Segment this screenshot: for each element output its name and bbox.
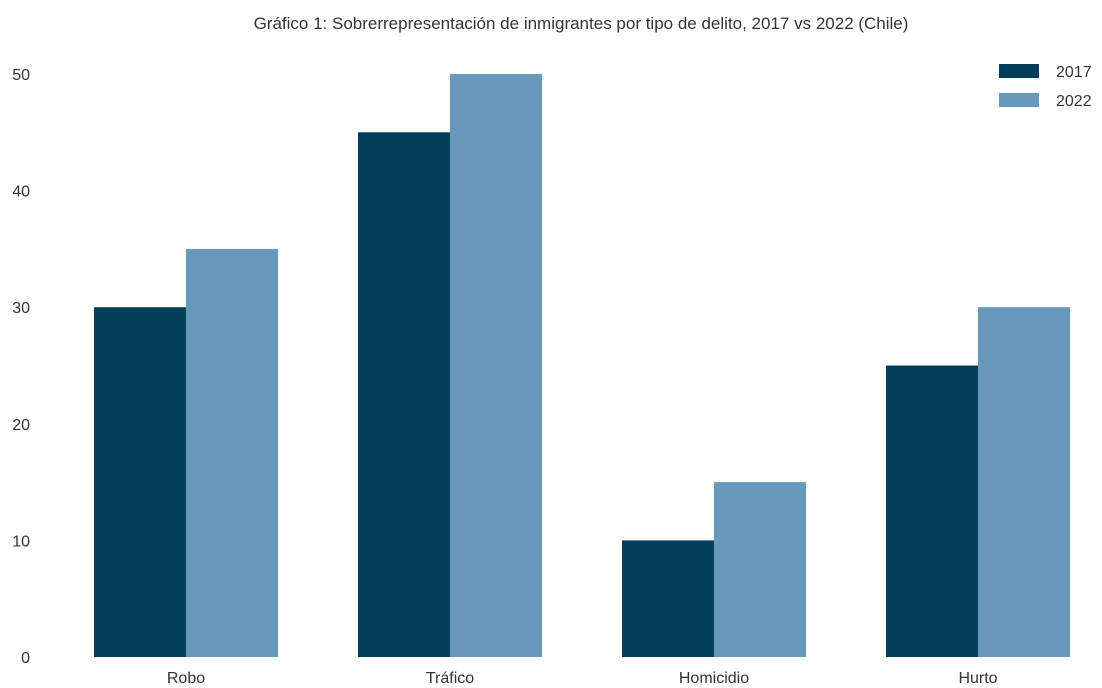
legend-label-2017: 2017 xyxy=(1056,64,1092,81)
y-axis-ticks: 0 10 20 30 40 50 xyxy=(12,67,30,667)
x-tick-label: Robo xyxy=(167,670,205,687)
bar-2017-robo xyxy=(94,307,186,657)
bar-series-group xyxy=(94,74,1070,658)
x-tick-label: Homicidio xyxy=(679,670,749,687)
legend-label-2022: 2022 xyxy=(1056,93,1092,110)
bar-2017-hurto xyxy=(886,365,978,657)
y-tick-label: 10 xyxy=(12,533,30,550)
legend: 2017 2022 xyxy=(999,64,1092,110)
chart-title: Gráfico 1: Sobrerrepresentación de inmig… xyxy=(254,14,909,33)
y-tick-label: 40 xyxy=(12,184,30,201)
y-tick-label: 0 xyxy=(21,650,30,667)
x-tick-label: Tráfico xyxy=(426,670,474,687)
y-tick-label: 30 xyxy=(12,300,30,317)
bar-2022-homicidio xyxy=(714,482,806,657)
bar-2022-hurto xyxy=(978,307,1070,657)
bar-2022-robo xyxy=(186,248,278,657)
y-tick-label: 20 xyxy=(12,417,30,434)
x-tick-label: Hurto xyxy=(958,670,997,687)
legend-swatch-2017 xyxy=(999,64,1039,78)
x-axis-ticks: Robo Tráfico Homicidio Hurto xyxy=(167,670,998,687)
bar-2017-homicidio xyxy=(622,540,714,657)
legend-swatch-2022 xyxy=(999,93,1039,107)
bar-2022-tráfico xyxy=(450,74,542,657)
bar-2017-tráfico xyxy=(358,132,450,658)
y-tick-label: 50 xyxy=(12,67,30,84)
